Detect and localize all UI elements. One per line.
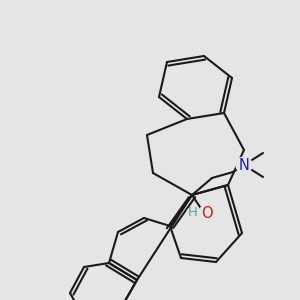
Text: O: O xyxy=(201,206,213,220)
Text: H: H xyxy=(188,206,198,220)
Text: N: N xyxy=(238,158,249,172)
Circle shape xyxy=(236,157,252,173)
Circle shape xyxy=(187,207,199,219)
Circle shape xyxy=(199,205,215,221)
